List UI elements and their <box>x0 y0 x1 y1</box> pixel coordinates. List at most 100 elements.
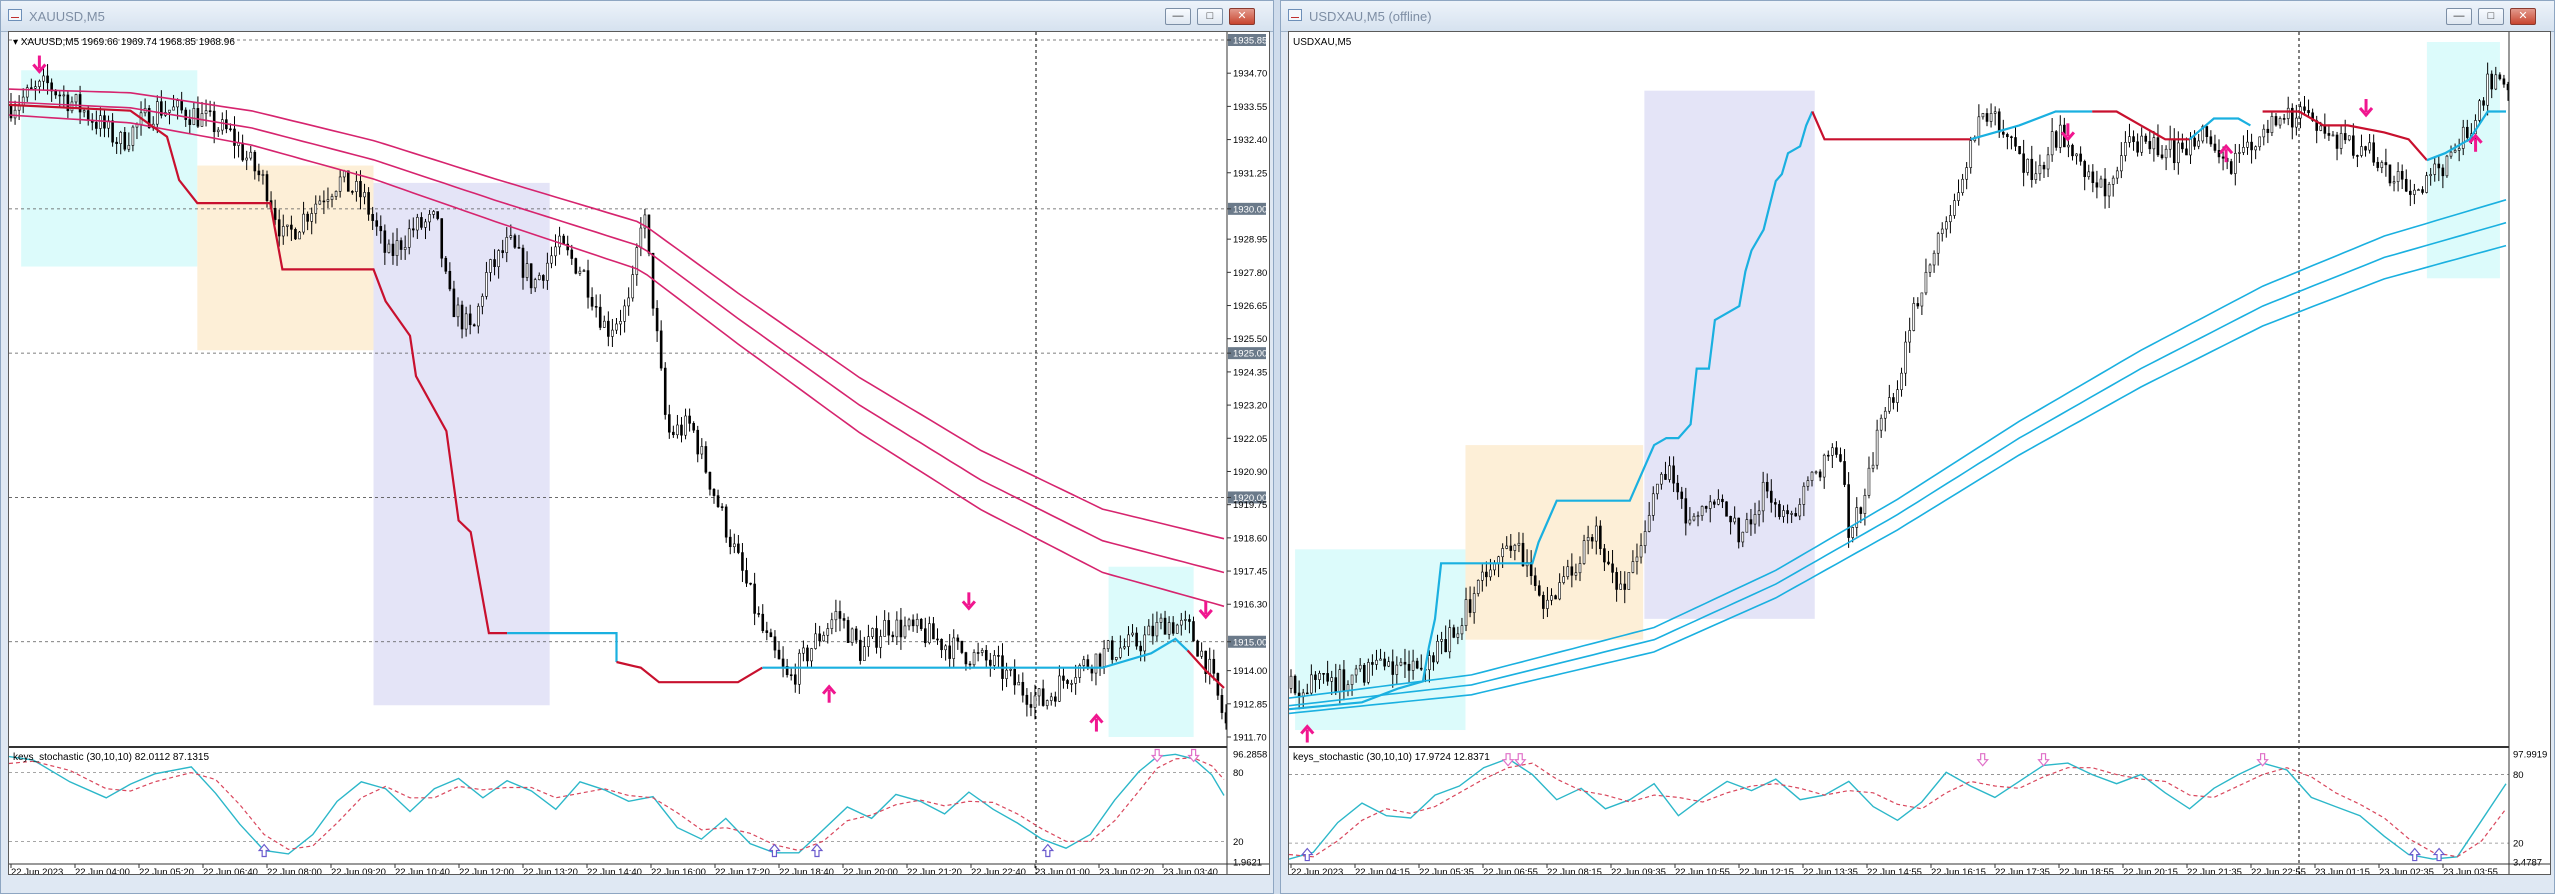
price-tick-label: 1922.05 <box>1233 434 1267 445</box>
candle-body <box>907 619 911 627</box>
candle-body <box>1493 563 1496 571</box>
candle-body <box>1619 583 1622 590</box>
maximize-button[interactable]: □ <box>2478 8 2504 25</box>
candle-body <box>887 620 891 636</box>
candle-body <box>221 119 224 131</box>
candle-body <box>871 628 874 637</box>
candle-body <box>1419 667 1423 670</box>
candle-body <box>667 414 671 433</box>
candle-body <box>1936 233 1940 254</box>
candle-body <box>452 288 456 318</box>
candle-body <box>2144 135 2148 142</box>
candle-body <box>1928 264 1932 273</box>
time-tick-label: 22 Jun 05:20 <box>139 867 194 874</box>
candle-body <box>802 647 805 654</box>
candle-body <box>2201 126 2205 142</box>
candle-body <box>2388 164 2392 184</box>
usdxau-chart-svg[interactable]: 97.9919 80 20 3.4787 22 Jun 2023 22 Jun 04:1… <box>1288 32 2550 878</box>
candle-body <box>513 235 517 248</box>
candle-body <box>1725 501 1728 517</box>
candle-body <box>2103 178 2107 197</box>
candle-body <box>984 649 988 661</box>
candle-body <box>119 132 123 144</box>
candle-body <box>1554 595 1557 600</box>
candle-body <box>1362 664 1366 683</box>
candle-body <box>1590 537 1594 542</box>
candle-body <box>1017 681 1021 686</box>
candle-body <box>1037 688 1041 697</box>
candle-body <box>1481 571 1484 581</box>
candle-body <box>627 297 630 307</box>
candle-body <box>2295 117 2298 128</box>
candle-body <box>1586 537 1590 542</box>
minimize-button[interactable]: — <box>2446 8 2472 25</box>
time-scale[interactable]: 22 Jun 2023 22 Jun 04:00 22 Jun 05:20 22 Ju… <box>10 864 1218 878</box>
candle-body <box>818 633 821 642</box>
buy-arrow-icon <box>1300 724 1315 743</box>
symbol-label: ▾ XAUUSD,M5 1969.66 1969.74 1968.85 1968… <box>13 37 235 48</box>
time-tick-label: 22 Jun 12:00 <box>459 867 514 874</box>
candle-body <box>1985 113 1989 122</box>
candle-body <box>2233 153 2237 174</box>
candle-body <box>854 628 858 641</box>
candle-body <box>30 87 33 90</box>
candle-body <box>253 151 257 172</box>
right-chart-area[interactable]: 97.9919 80 20 3.4787 22 Jun 2023 22 Jun 04:1… <box>1288 31 2551 878</box>
stoch-up-arrow-icon <box>768 843 781 858</box>
maximize-button[interactable]: □ <box>1197 8 1223 25</box>
candle-body <box>1615 572 1618 590</box>
candle-body <box>86 110 90 121</box>
candle-body <box>1188 619 1191 622</box>
candle-body <box>1127 634 1130 647</box>
candle-body <box>2087 171 2091 177</box>
candle-body <box>830 619 834 629</box>
candle-body <box>2001 131 2005 135</box>
time-scale[interactable]: 22 Jun 2023 22 Jun 04:15 22 Jun 05:35 22 Ju… <box>1290 864 2498 878</box>
candle-body <box>529 263 533 289</box>
price-tick-label: 1916.30 <box>1233 600 1267 611</box>
candle-body <box>204 110 208 114</box>
stoch-signal-line <box>1288 762 2507 858</box>
candle-body <box>277 219 281 237</box>
candle-body <box>1989 113 1993 122</box>
close-button[interactable]: ✕ <box>2510 8 2536 25</box>
candle-body <box>1098 653 1102 667</box>
candle-body <box>607 320 610 337</box>
candle-body <box>505 237 509 253</box>
candle-body <box>773 636 777 651</box>
minimize-button[interactable]: — <box>1165 8 1191 25</box>
left-chart-area[interactable]: 1935.85 1934.70 1933.55 1932.40 1931.25 1930.… <box>8 31 1270 878</box>
candle-body <box>2461 126 2465 149</box>
candle-body <box>1472 593 1476 613</box>
right-window-titlebar[interactable]: USDXAU,M5 (offline) — □ ✕ <box>1281 1 2554 32</box>
close-button[interactable]: ✕ <box>1229 8 1255 25</box>
candle-body <box>2429 174 2432 176</box>
candle-body <box>562 235 565 245</box>
price-tick-label: 1920.00 <box>1233 493 1267 504</box>
time-tick-label: 22 Jun 21:35 <box>2187 867 2242 874</box>
candle-body <box>639 227 643 248</box>
candle-body <box>196 108 200 127</box>
candle-body <box>1798 504 1802 517</box>
candle-body <box>1826 454 1830 457</box>
candle-body <box>1900 372 1903 390</box>
candle-body <box>663 367 667 415</box>
price-scale[interactable]: 1935.85 1934.70 1933.55 1932.40 1931.25 1930.… <box>1227 34 1267 744</box>
candle-body <box>184 109 188 120</box>
candle-body <box>440 218 444 259</box>
buy-arrow-icon <box>2468 133 2483 152</box>
candle-body <box>2140 135 2143 153</box>
left-window-titlebar[interactable]: XAUUSD,M5 — □ ✕ <box>1 1 1273 32</box>
candle-body <box>972 652 976 666</box>
candle-body <box>1916 303 1920 307</box>
xauusd-chart-svg[interactable]: 1935.85 1934.70 1933.55 1932.40 1931.25 1930.… <box>8 32 1269 878</box>
candle-body <box>1957 192 1960 201</box>
candle-body <box>2290 107 2294 128</box>
time-tick-label: 22 Jun 06:40 <box>203 867 258 874</box>
chart-window-icon <box>8 9 22 21</box>
candle-body <box>1114 657 1118 660</box>
candle-body <box>2258 136 2262 148</box>
candle-body <box>338 176 342 192</box>
candle-body <box>1119 647 1122 658</box>
candle-body <box>2376 161 2380 168</box>
